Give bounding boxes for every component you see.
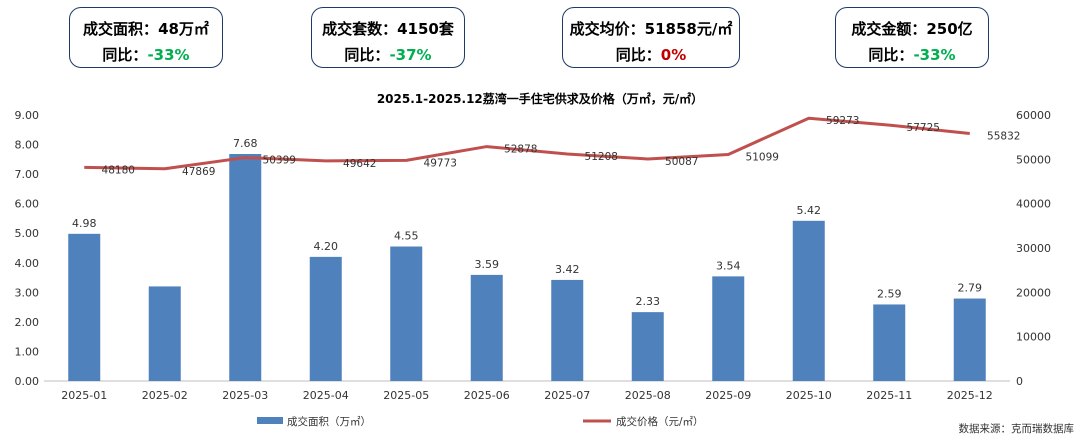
x-tick-label: 2025-09 (705, 389, 751, 402)
bar-data-label: 2.33 (636, 295, 661, 308)
y-left-tick-label: 4.00 (15, 257, 40, 270)
card-yoy-label: 同比： (344, 46, 390, 64)
x-tick-label: 2025-07 (544, 389, 590, 402)
card-yoy-value: -33% (147, 46, 190, 64)
card-yoy-value: -33% (913, 46, 956, 64)
bar-data-label: 2.59 (877, 287, 902, 300)
line-data-label: 50399 (263, 155, 296, 167)
y-left-tick-label: 0.00 (15, 375, 40, 388)
y-left-tick-label: 5.00 (15, 227, 40, 240)
y-left-tick-label: 3.00 (15, 286, 40, 299)
card-label: 成交套数： (322, 20, 398, 38)
bar (792, 220, 825, 381)
x-tick-label: 2025-10 (786, 389, 832, 402)
metric-card-price: 成交均价：51858元/㎡ 同比：0% (562, 7, 740, 68)
card-yoy-label: 同比： (868, 46, 914, 64)
bar-data-label: 3.42 (555, 263, 580, 276)
card-yoy-value: -37% (389, 46, 432, 64)
bar-data-label: 4.55 (394, 230, 419, 243)
x-tick-label: 2025-08 (625, 389, 671, 402)
x-tick-label: 2025-04 (303, 389, 349, 402)
bar-data-label: 3.54 (716, 259, 741, 272)
bar-data-label: 5.42 (797, 204, 822, 217)
line-data-label: 47869 (182, 166, 215, 178)
bar (712, 276, 745, 381)
y-left-tick-label: 9.00 (15, 109, 40, 122)
legend-bar-label: 成交面积（万㎡） (287, 415, 371, 428)
y-right-tick-label: 20000 (1016, 286, 1051, 299)
bar (631, 312, 664, 381)
line-data-label: 50087 (665, 156, 698, 168)
bar (390, 246, 423, 381)
metric-card-units: 成交套数：4150套 同比：-37% (311, 7, 465, 68)
line-data-label: 59273 (826, 115, 859, 127)
x-tick-label: 2025-11 (866, 389, 912, 402)
line-data-label: 48180 (102, 164, 135, 176)
y-left-tick-label: 1.00 (15, 345, 40, 358)
y-left-tick-label: 8.00 (15, 139, 40, 152)
card-label: 成交面积： (83, 20, 159, 38)
line-data-label: 57725 (907, 122, 940, 134)
x-tick-label: 2025-03 (222, 389, 268, 402)
card-label: 成交金额： (851, 20, 927, 38)
x-tick-label: 2025-01 (61, 389, 107, 402)
bar (309, 256, 342, 381)
metric-card-amount: 成交金额：250亿 同比：-33% (835, 7, 989, 68)
y-right-tick-label: 40000 (1016, 198, 1051, 211)
y-left-tick-label: 7.00 (15, 168, 40, 181)
line-data-label: 52878 (504, 144, 537, 156)
bar (470, 274, 503, 381)
bar-data-label: 2.79 (958, 282, 983, 295)
line-data-label: 49773 (424, 157, 457, 169)
card-yoy-label: 同比： (102, 46, 148, 64)
x-tick-label: 2025-05 (383, 389, 429, 402)
card-value: 48万㎡ (158, 20, 209, 38)
metric-card-area: 成交面积：48万㎡ 同比：-33% (69, 7, 223, 68)
card-yoy-label: 同比： (615, 46, 661, 64)
price-line (84, 116, 970, 171)
bar (229, 154, 262, 381)
line-data-label: 51208 (585, 151, 618, 163)
bar (551, 279, 584, 381)
chart-title: 2025.1-2025.12荔湾一手住宅供求及价格（万㎡，元/㎡） (377, 91, 703, 106)
y-left-tick-label: 2.00 (15, 316, 40, 329)
y-right-tick-label: 30000 (1016, 242, 1051, 255)
bar-data-label: 3.59 (475, 258, 500, 271)
line-data-label: 55832 (987, 130, 1020, 142)
bar (68, 233, 101, 381)
bar-data-label: 7.68 (233, 137, 258, 150)
legend-bar-swatch (257, 417, 283, 424)
source-note: 数据来源：克而瑞数据库 (959, 422, 1075, 435)
y-right-tick-label: 0 (1016, 375, 1023, 388)
y-right-tick-label: 60000 (1016, 109, 1051, 122)
x-tick-label: 2025-06 (464, 389, 510, 402)
y-right-tick-label: 10000 (1016, 331, 1051, 344)
line-data-label: 49642 (343, 158, 376, 170)
card-value: 250亿 (926, 20, 973, 38)
card-label: 成交均价： (569, 20, 645, 38)
legend-line-label: 成交价格（元/㎡） (616, 415, 704, 428)
y-right-tick-label: 50000 (1016, 153, 1051, 166)
bar-data-label: 4.98 (72, 217, 97, 230)
card-yoy-value: 0% (660, 46, 687, 64)
line-data-label: 51099 (746, 151, 779, 163)
bar (873, 304, 906, 381)
y-left-tick-label: 6.00 (15, 198, 40, 211)
bar-data-label: 4.20 (314, 240, 339, 253)
x-tick-label: 2025-02 (142, 389, 188, 402)
bar (148, 286, 181, 381)
bar (953, 298, 986, 381)
x-tick-label: 2025-12 (947, 389, 993, 402)
card-value: 51858元/㎡ (644, 20, 733, 38)
card-value: 4150套 (397, 20, 454, 38)
